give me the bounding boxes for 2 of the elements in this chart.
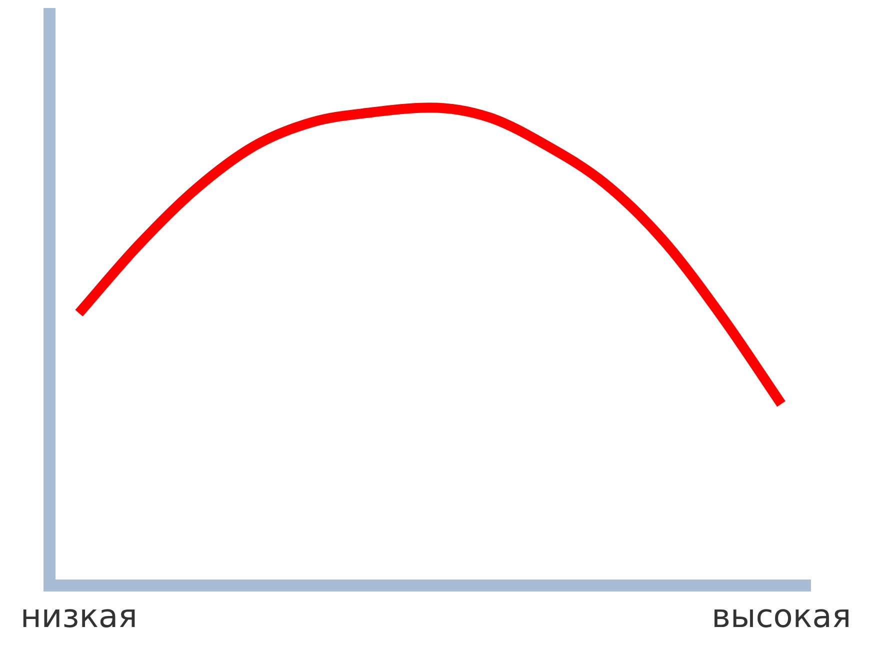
x-tick-label: низкая xyxy=(20,597,138,636)
x-tick-label: высокая xyxy=(712,597,852,636)
